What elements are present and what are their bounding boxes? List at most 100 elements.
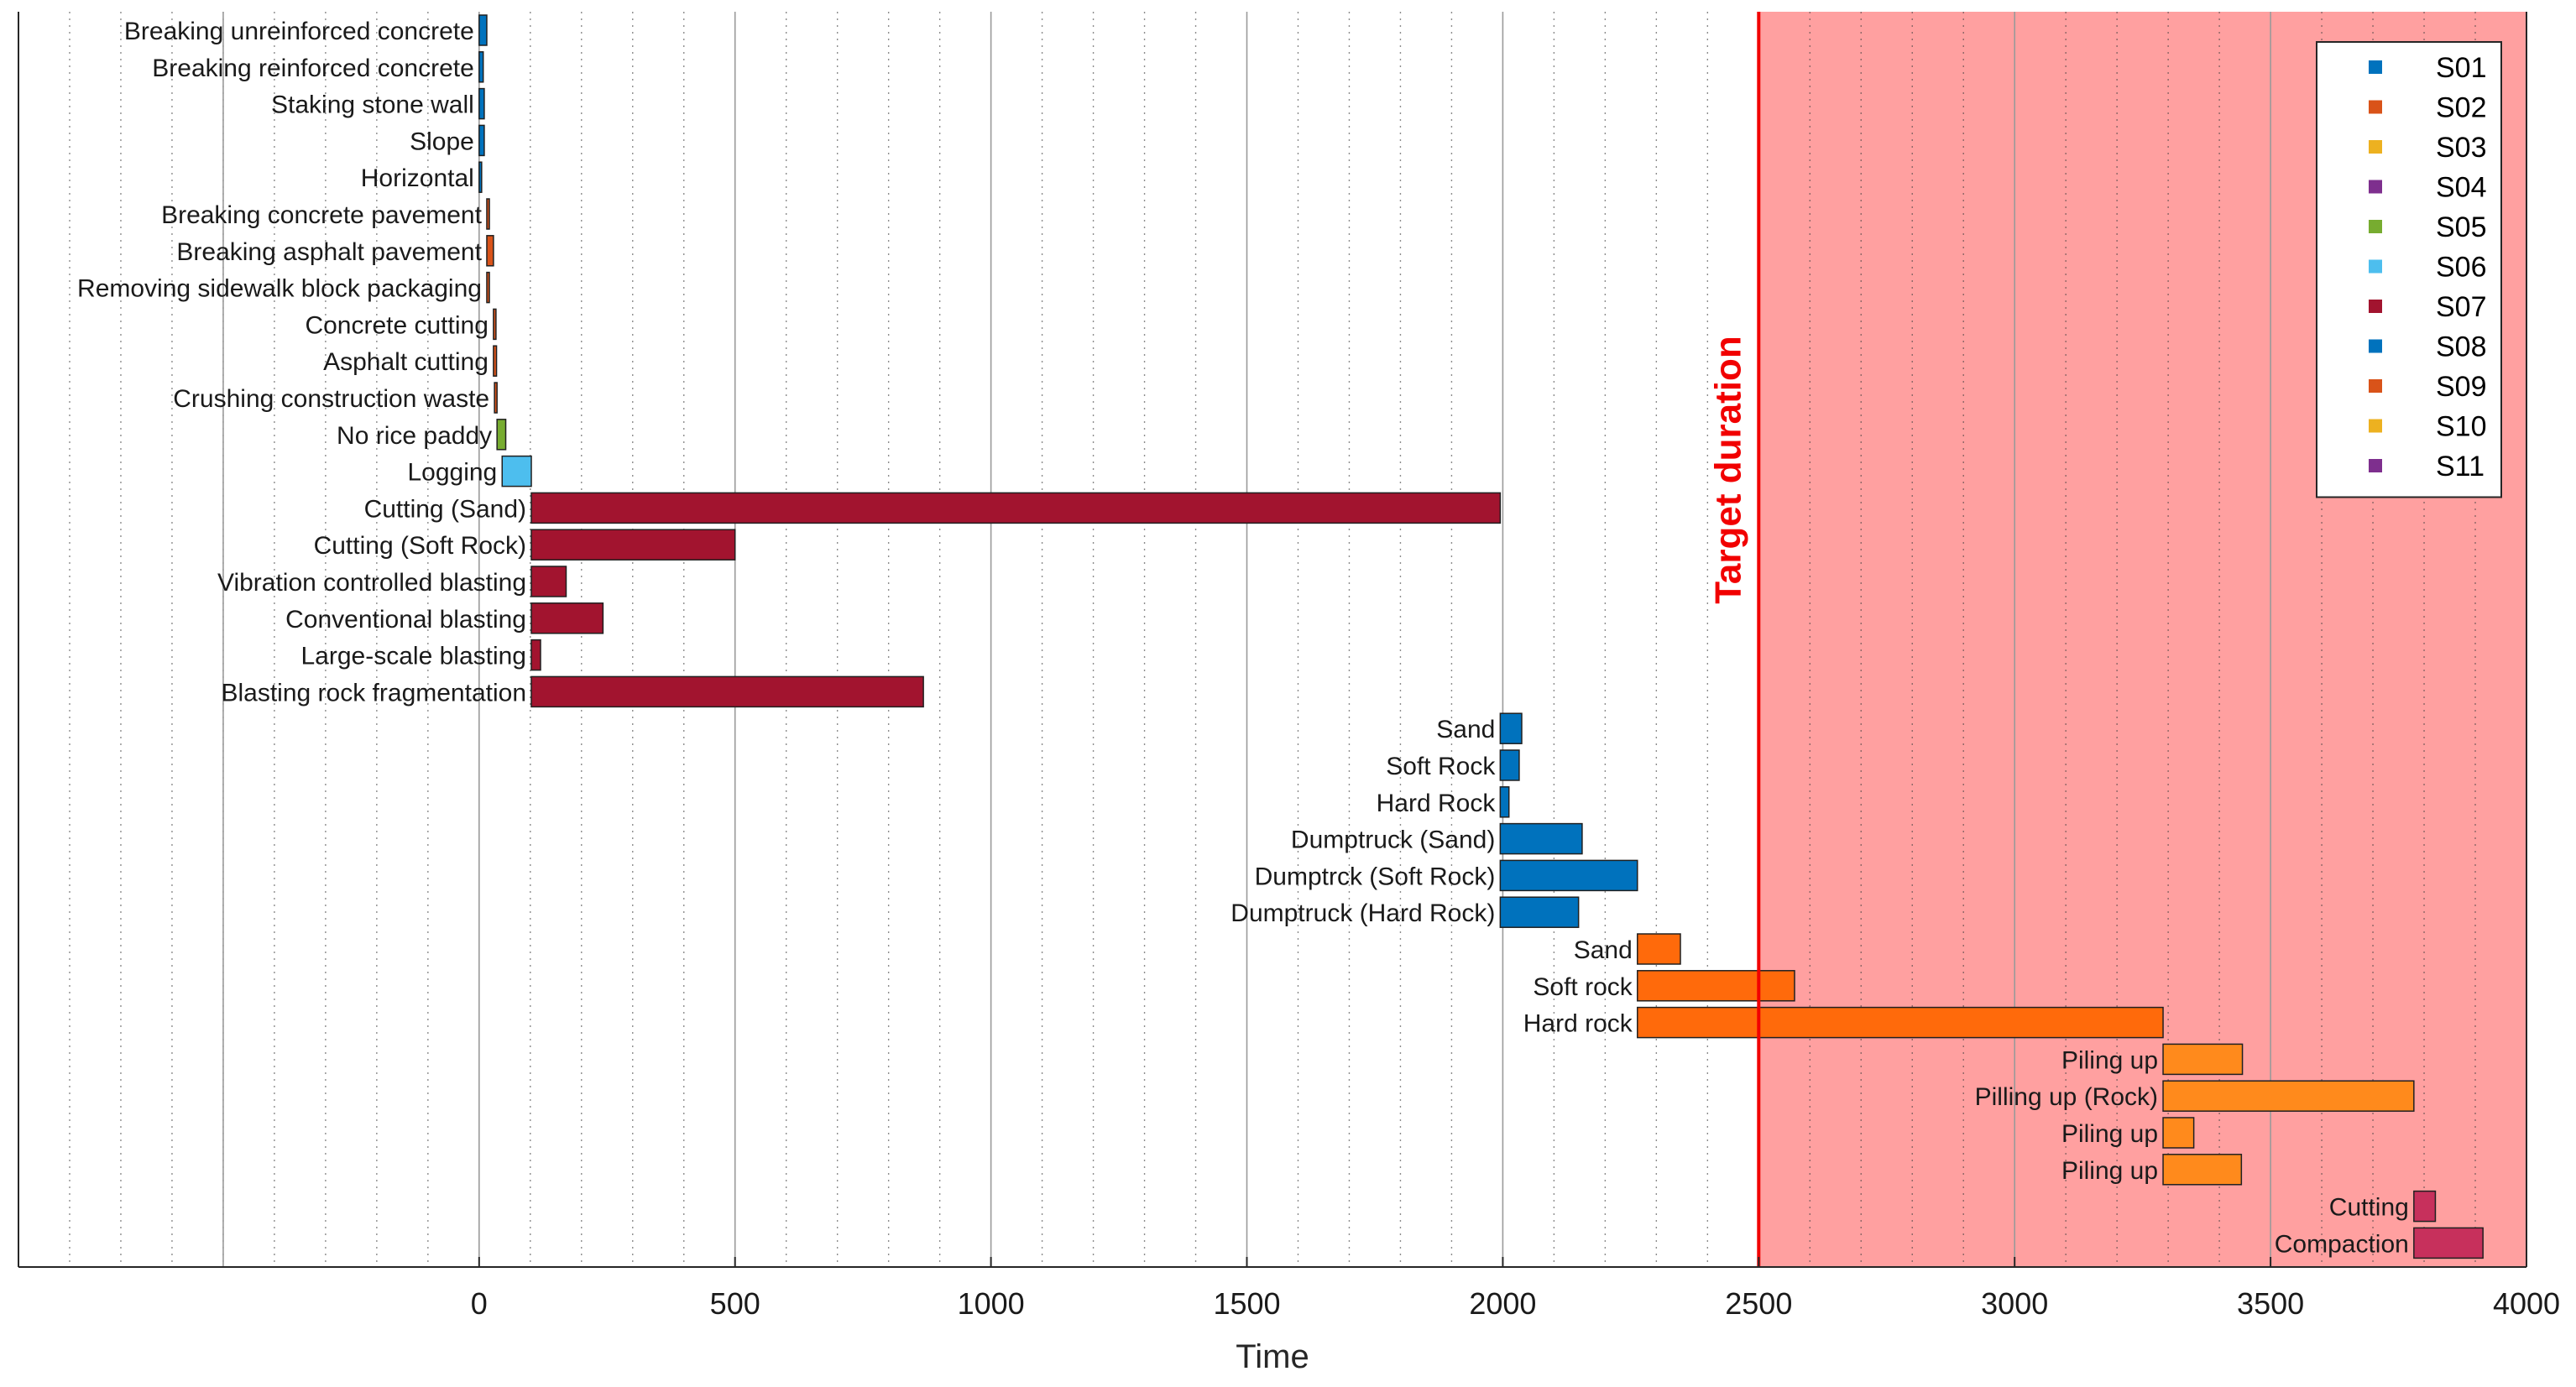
task-bar <box>1637 1006 2164 1039</box>
task-bar <box>478 51 484 83</box>
legend-swatch <box>2369 339 2382 353</box>
task-label: Hard rock <box>1523 1010 1633 1038</box>
task-bar <box>493 308 497 341</box>
task-label: Staking stone wall <box>271 91 474 119</box>
task-bar <box>478 87 485 120</box>
task-label: Logging <box>407 459 497 487</box>
task-bar <box>2413 1190 2437 1223</box>
task-bar <box>530 492 1502 524</box>
task-label: Piling up <box>2061 1046 2158 1074</box>
legend-swatch <box>2369 259 2382 274</box>
task-bar <box>501 455 532 488</box>
task-label: Horizontal <box>361 164 474 192</box>
task-bar <box>530 602 604 634</box>
task-label: Hard Rock <box>1377 790 1497 817</box>
task-label: Dumptrck (Soft Rock) <box>1255 863 1496 890</box>
task-label: Large-scale blasting <box>301 643 527 670</box>
task-label: Breaking asphalt pavement <box>176 238 482 266</box>
task-bar <box>486 235 494 267</box>
task-label: Concrete cutting <box>305 311 488 339</box>
task-bar <box>1499 712 1523 744</box>
task-label: Compaction <box>2275 1230 2409 1258</box>
task-label: Piling up <box>2061 1157 2158 1185</box>
legend-label: S01 <box>2436 52 2487 84</box>
task-bar <box>530 566 567 597</box>
task-bar <box>530 639 541 671</box>
legend-label: S08 <box>2436 331 2487 363</box>
task-bar <box>1499 786 1510 818</box>
legend-label: S06 <box>2436 252 2487 284</box>
target-duration-label: Target duration <box>1707 336 1748 603</box>
task-label: Breaking concrete pavement <box>161 201 483 229</box>
task-label: Vibration controlled blasting <box>217 569 526 597</box>
task-bar <box>2162 1080 2415 1112</box>
task-bar <box>496 419 507 451</box>
task-label: Crushing construction waste <box>173 385 489 413</box>
legend-swatch <box>2369 180 2382 194</box>
x-tick-label: 3500 <box>2237 1286 2304 1321</box>
x-axis-title: Time <box>1236 1338 1309 1375</box>
task-bar <box>1637 933 1681 965</box>
task-label: Dumptruck (Hard Rock) <box>1231 899 1495 927</box>
task-bar <box>1499 896 1580 928</box>
legend-label: S05 <box>2436 211 2487 243</box>
task-bar <box>478 161 483 193</box>
x-tick-label: 1000 <box>958 1286 1025 1321</box>
task-bar <box>530 675 924 708</box>
legend-label: S04 <box>2436 172 2487 204</box>
legend-box <box>2316 41 2502 498</box>
legend-label: S09 <box>2436 371 2487 403</box>
legend-label: S11 <box>2436 451 2485 482</box>
legend-label: S03 <box>2436 132 2487 164</box>
x-tick-label: 3000 <box>1981 1286 2048 1321</box>
task-bar <box>2162 1043 2244 1076</box>
task-label: Sand <box>1574 936 1633 964</box>
task-label: Conventional blasting <box>285 606 526 634</box>
task-label: Sand <box>1436 716 1495 743</box>
task-label: Slope <box>410 128 474 155</box>
legend-swatch <box>2369 60 2382 74</box>
task-label: No rice paddy <box>337 422 492 450</box>
task-bar <box>486 198 490 230</box>
task-label: Cutting (Sand) <box>364 495 526 523</box>
x-tick-label: 2500 <box>1725 1286 1792 1321</box>
task-bar <box>530 529 736 561</box>
legend-swatch <box>2369 419 2382 433</box>
task-label: Breaking reinforced concrete <box>152 55 474 82</box>
task-label: Pilling up (Rock) <box>1975 1083 2158 1111</box>
legend-label: S10 <box>2436 411 2487 443</box>
task-label: Soft Rock <box>1386 753 1496 780</box>
legend-swatch <box>2369 379 2382 393</box>
task-bar <box>1499 822 1583 855</box>
legend-swatch <box>2369 300 2382 313</box>
legend-swatch <box>2369 140 2382 154</box>
task-bar <box>478 14 488 46</box>
task-label: Cutting <box>2329 1194 2409 1222</box>
x-tick-label: 0 <box>471 1286 488 1321</box>
task-bar <box>1637 970 1795 1002</box>
task-label: Soft rock <box>1533 973 1633 1001</box>
task-bar <box>1499 859 1638 892</box>
legend-swatch <box>2369 220 2382 233</box>
task-label: Blasting rock fragmentation <box>221 679 526 707</box>
task-bar <box>2413 1227 2484 1259</box>
x-tick-label: 2000 <box>1469 1286 1536 1321</box>
x-tick-label: 500 <box>710 1286 760 1321</box>
legend-label: S07 <box>2436 291 2487 323</box>
task-label: Cutting (Soft Rock) <box>314 532 526 560</box>
legend-label: S02 <box>2436 92 2487 124</box>
legend-swatch <box>2369 100 2382 114</box>
task-bar <box>494 382 498 414</box>
task-label: Breaking unreinforced concrete <box>124 18 474 45</box>
x-tick-label: 1500 <box>1213 1286 1280 1321</box>
task-bar <box>486 271 490 304</box>
task-label: Piling up <box>2061 1120 2158 1148</box>
task-bar <box>1499 749 1520 781</box>
legend-swatch <box>2369 459 2382 472</box>
task-label: Dumptruck (Sand) <box>1291 826 1495 854</box>
task-label: Removing sidewalk block packaging <box>77 275 482 303</box>
x-tick-label: 4000 <box>2493 1286 2560 1321</box>
task-bar <box>493 345 498 377</box>
